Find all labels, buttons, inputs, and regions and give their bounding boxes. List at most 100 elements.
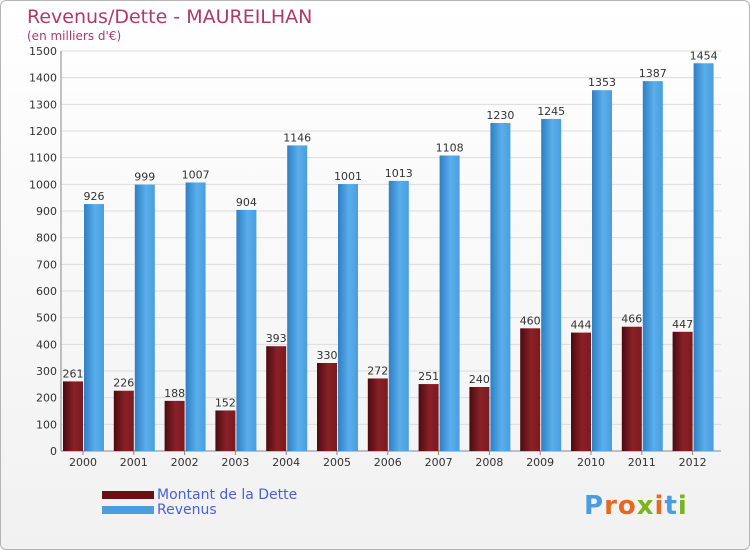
data-label-revenue: 1454 <box>690 49 718 62</box>
logo-letter: x <box>636 491 655 521</box>
y-tick-label: 700 <box>36 258 57 271</box>
bar-revenue <box>490 123 511 451</box>
bar-revenue <box>439 155 460 452</box>
x-tick-label: 2011 <box>628 456 656 469</box>
bar-debt <box>266 346 287 451</box>
data-label-debt: 240 <box>469 373 490 386</box>
y-tick-label: 800 <box>36 232 57 245</box>
x-tick-label: 2005 <box>323 456 351 469</box>
bar-revenue <box>693 63 714 452</box>
data-label-debt: 447 <box>672 318 693 331</box>
bar-debt <box>621 326 642 451</box>
legend-swatch-revenue <box>102 506 154 514</box>
x-tick-label: 2002 <box>171 456 199 469</box>
bar-debt <box>164 400 185 451</box>
bar-debt <box>469 387 490 451</box>
x-tick-label: 2006 <box>374 456 402 469</box>
data-label-revenue: 904 <box>236 196 257 209</box>
bar-revenue <box>84 204 104 451</box>
y-tick-label: 1300 <box>29 98 57 111</box>
bars <box>63 63 714 452</box>
x-tick-label: 2010 <box>577 456 605 469</box>
bar-revenue <box>338 184 358 452</box>
data-label-debt: 330 <box>317 349 338 362</box>
logo-letter: t <box>664 491 678 521</box>
x-tick-label: 2000 <box>69 456 97 469</box>
data-label-revenue: 1353 <box>588 76 616 89</box>
bar-revenue <box>236 209 257 451</box>
legend-item-revenue: Revenus <box>102 502 217 518</box>
data-label-debt: 460 <box>520 314 541 327</box>
data-label-debt: 272 <box>367 364 388 377</box>
bar-debt <box>215 410 236 451</box>
x-tick-label: 2008 <box>475 456 503 469</box>
bar-revenue <box>592 90 612 451</box>
data-label-revenue: 1146 <box>283 131 311 144</box>
data-label-debt: 251 <box>418 370 439 383</box>
y-tick-label: 0 <box>50 445 57 458</box>
y-tick-label: 400 <box>36 338 57 351</box>
bar-debt <box>63 381 83 451</box>
legend-swatch-debt <box>102 491 154 499</box>
bar-revenue <box>134 184 155 451</box>
legend-label-revenue: Revenus <box>157 502 217 518</box>
bar-debt <box>520 328 541 451</box>
bar-debt <box>418 384 439 451</box>
y-tick-label: 1500 <box>29 45 57 58</box>
chart-title: Revenus/Dette - MAUREILHAN <box>27 6 313 28</box>
data-label-debt: 466 <box>621 313 642 326</box>
bar-debt <box>317 363 337 451</box>
logo-letter: i <box>677 491 688 521</box>
data-labels: 261 926 226 999 188 1007 152 904 393 1146 330 1001 2… <box>63 49 718 409</box>
data-label-debt: 188 <box>164 387 185 400</box>
x-tick-label: 2004 <box>272 456 300 469</box>
bar-revenue <box>642 81 663 451</box>
x-tick-label: 2001 <box>120 456 148 469</box>
data-label-revenue: 1001 <box>334 170 362 183</box>
logo-letter: P <box>584 491 605 521</box>
y-tick-label: 1200 <box>29 125 57 138</box>
y-tick-label: 900 <box>36 205 57 218</box>
proxiti-logo: Proxiti <box>584 491 688 521</box>
data-label-revenue: 926 <box>84 190 105 203</box>
y-tick-label: 1100 <box>29 152 57 165</box>
legend-item-debt: Montant de la Dette <box>102 487 298 503</box>
logo-letter: r <box>604 491 618 521</box>
data-label-debt: 393 <box>266 332 287 345</box>
data-label-revenue: 1230 <box>486 109 514 122</box>
data-label-debt: 444 <box>571 319 592 332</box>
data-label-revenue: 1007 <box>182 168 210 181</box>
bar-debt <box>367 378 388 451</box>
bar-revenue <box>185 182 206 451</box>
y-tick-label: 200 <box>36 392 57 405</box>
data-label-debt: 261 <box>63 367 84 380</box>
y-tick-label: 100 <box>36 418 57 431</box>
data-label-revenue: 1013 <box>385 167 413 180</box>
data-label-revenue: 1387 <box>639 67 667 80</box>
x-tick-label: 2012 <box>679 456 707 469</box>
data-label-revenue: 1108 <box>436 142 464 155</box>
bar-revenue <box>287 145 308 451</box>
y-tick-label: 500 <box>36 312 57 325</box>
legend-label-debt: Montant de la Dette <box>157 487 298 503</box>
x-tick-label: 2007 <box>425 456 453 469</box>
data-label-revenue: 999 <box>134 171 155 184</box>
chart-subtitle: (en milliers d'€) <box>27 29 122 43</box>
bar-revenue <box>388 180 409 451</box>
data-label-debt: 152 <box>215 396 236 409</box>
bar-debt <box>672 331 693 451</box>
logo-letter: o <box>617 491 637 521</box>
x-tick-label: 2009 <box>526 456 554 469</box>
bar-revenue <box>541 119 562 451</box>
y-tick-label: 300 <box>36 365 57 378</box>
data-label-revenue: 1245 <box>537 105 565 118</box>
logo-letter: i <box>654 491 665 521</box>
y-tick-label: 1000 <box>29 178 57 191</box>
data-label-debt: 226 <box>113 377 134 390</box>
y-tick-label: 1400 <box>29 72 57 85</box>
y-tick-label: 600 <box>36 285 57 298</box>
bar-debt <box>571 332 591 451</box>
bar-debt <box>113 390 134 451</box>
